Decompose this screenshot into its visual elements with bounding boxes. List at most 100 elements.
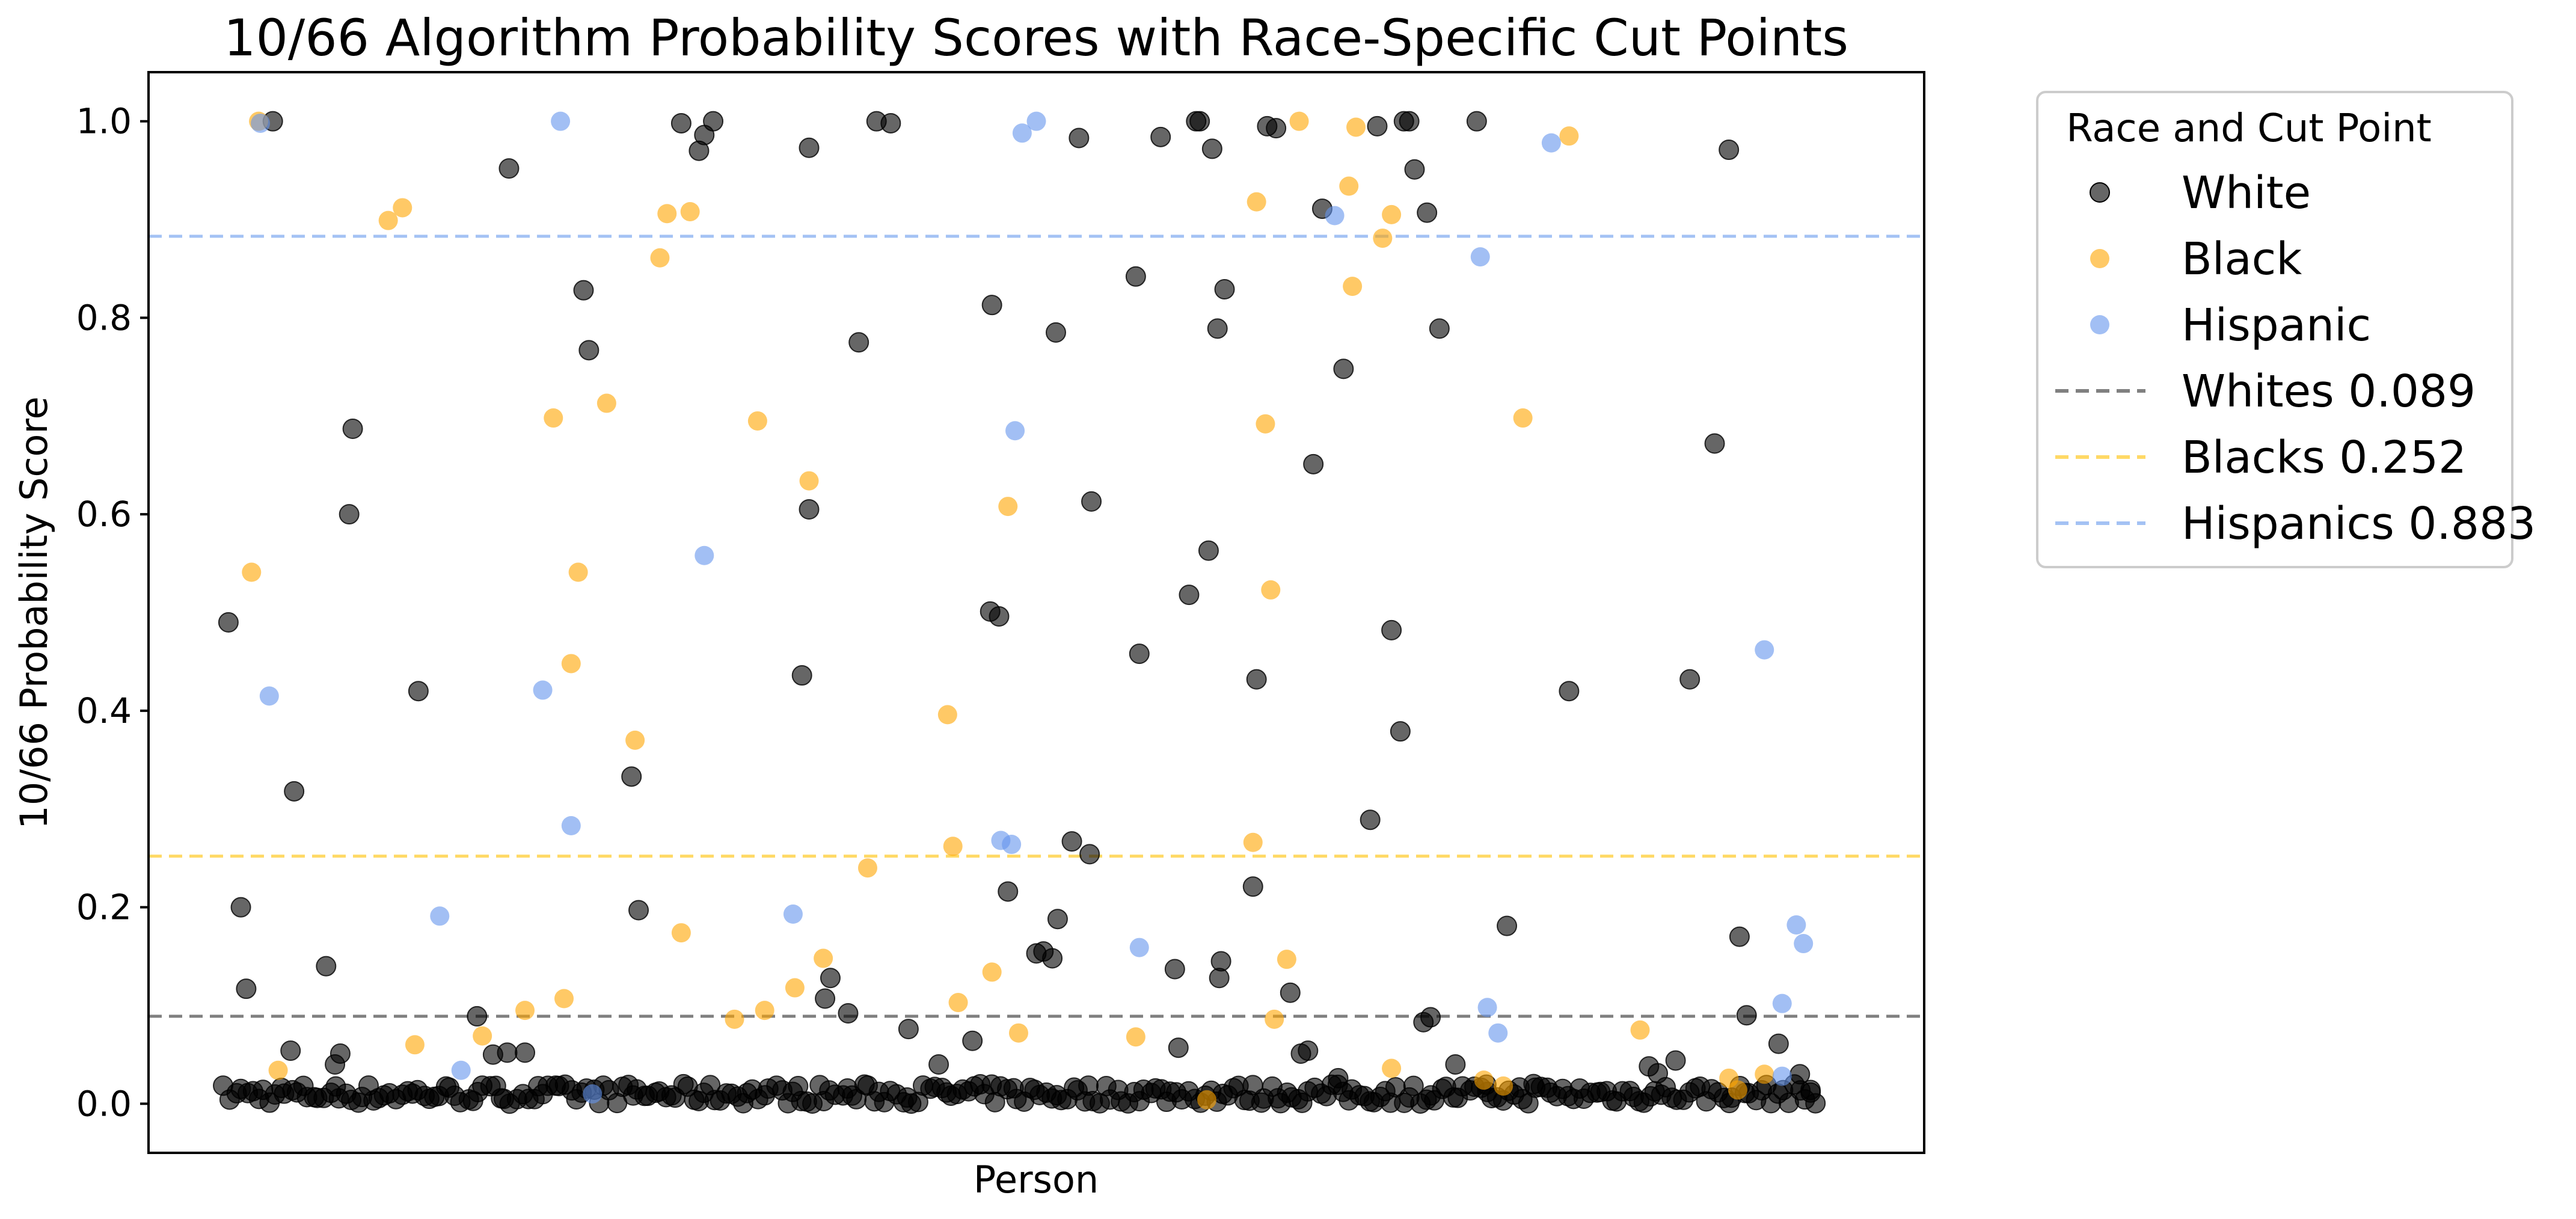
data-point-white	[1805, 1093, 1826, 1114]
data-point-white	[1420, 1007, 1441, 1028]
data-point-white	[498, 158, 520, 179]
legend-entry: White	[2090, 167, 2311, 219]
data-point-white	[848, 332, 869, 353]
legend-entry: Hispanics 0.883	[2055, 498, 2536, 550]
data-point-white	[1303, 453, 1324, 474]
data-point-white	[1665, 1050, 1686, 1071]
data-point-white	[1768, 1033, 1789, 1054]
data-point-hispanic	[1470, 247, 1490, 267]
data-point-hispanic	[1005, 421, 1025, 441]
data-point-black	[242, 562, 262, 582]
data-point-hispanic	[1477, 998, 1497, 1018]
data-point-white	[1399, 111, 1420, 132]
chart-title: 10/66 Algorithm Probability Scores with …	[224, 8, 1848, 67]
data-point-black	[1494, 1076, 1513, 1096]
legend-title: Race and Cut Point	[2066, 106, 2432, 151]
legend-label: Black	[2182, 233, 2302, 285]
data-point-hispanic	[1129, 938, 1149, 957]
data-point-hispanic	[1026, 111, 1046, 131]
data-point-white	[230, 897, 251, 918]
data-point-hispanic	[551, 111, 571, 131]
data-point-white	[1061, 831, 1082, 852]
data-point-white	[628, 900, 649, 921]
data-point-white	[838, 1003, 859, 1024]
data-point-hispanic	[1772, 993, 1792, 1013]
plot-area-frame	[147, 71, 1925, 1154]
data-point-white	[898, 1019, 919, 1040]
data-point-black	[473, 1026, 492, 1046]
data-point-black	[544, 408, 563, 428]
legend-entry: Black	[2090, 233, 2302, 285]
data-point-black	[1197, 1090, 1216, 1110]
data-point-black	[1474, 1070, 1494, 1090]
data-point-white	[1429, 318, 1450, 339]
data-point-white	[236, 978, 257, 999]
y-tick-label: 0.6	[76, 494, 132, 535]
data-point-black	[799, 471, 819, 491]
y-tick-label: 0.8	[76, 297, 132, 338]
data-point-black	[943, 837, 963, 856]
legend-label: White	[2182, 167, 2311, 219]
data-point-hispanic	[1325, 206, 1345, 226]
data-point-black	[1339, 176, 1359, 196]
data-point-white	[1333, 358, 1354, 379]
data-point-hispanic	[451, 1060, 471, 1080]
data-point-white	[1129, 643, 1150, 665]
data-point-black	[650, 248, 670, 268]
legend-entry: Hispanic	[2090, 299, 2371, 351]
cut-point-lines	[149, 235, 1924, 1018]
data-point-black	[596, 393, 616, 413]
data-point-black	[785, 978, 805, 998]
x-axis-title: Person	[974, 1158, 1099, 1202]
data-point-black	[1008, 1023, 1028, 1043]
data-point-black	[1247, 192, 1266, 212]
legend-marker	[2090, 182, 2110, 203]
data-points	[213, 111, 1826, 1114]
data-point-white	[1381, 619, 1402, 640]
data-point-white	[998, 881, 1019, 902]
data-point-black	[982, 962, 1002, 982]
data-point-hispanic	[1755, 640, 1774, 660]
data-point-hispanic	[259, 686, 279, 706]
data-point-white	[815, 988, 836, 1009]
data-point-white	[218, 612, 239, 633]
data-point-white	[962, 1030, 983, 1051]
legend-marker	[2090, 315, 2109, 334]
data-point-hispanic	[583, 1084, 603, 1104]
data-point-black	[393, 198, 412, 218]
data-point-black	[1373, 229, 1393, 248]
legend-entry: Whites 0.089	[2055, 366, 2476, 417]
data-point-white	[1201, 138, 1222, 159]
data-point-black	[680, 201, 700, 221]
y-tick-label: 0.2	[76, 887, 132, 928]
data-point-white	[1417, 202, 1438, 223]
data-point-white	[1246, 669, 1267, 690]
data-point-hispanic	[1488, 1023, 1508, 1043]
data-point-white	[1079, 844, 1100, 865]
y-axis-ticks: 0.0 0.2 0.4 0.6 0.8 1.0	[76, 101, 149, 1124]
data-point-white	[497, 1042, 518, 1063]
data-point-black	[814, 948, 833, 968]
data-point-white	[339, 504, 360, 525]
data-point-white	[1390, 721, 1411, 742]
data-point-black	[671, 923, 691, 943]
data-point-black	[1346, 117, 1366, 137]
data-point-white	[1047, 909, 1068, 930]
data-point-white	[1719, 140, 1740, 161]
data-point-white	[515, 1042, 536, 1063]
data-point-black	[515, 1001, 535, 1021]
data-point-black	[937, 705, 957, 725]
data-point-white	[1207, 318, 1228, 339]
legend-entries: White Black Hispanic Whites 0.089 Blacks 0.2…	[2055, 167, 2536, 550]
y-axis-title: 10/66 Probability Score	[12, 396, 56, 829]
data-point-hispanic	[1002, 835, 1022, 855]
data-point-black	[1261, 580, 1281, 600]
data-point-hispanic	[251, 113, 271, 133]
data-point-white	[280, 1040, 301, 1061]
legend: Race and Cut Point White Black Hispanic Whi…	[2036, 91, 2536, 568]
data-point-white	[1466, 111, 1487, 132]
data-point-black	[378, 210, 398, 230]
legend-label: Hispanics 0.883	[2182, 498, 2536, 550]
legend-box	[2036, 91, 2513, 568]
